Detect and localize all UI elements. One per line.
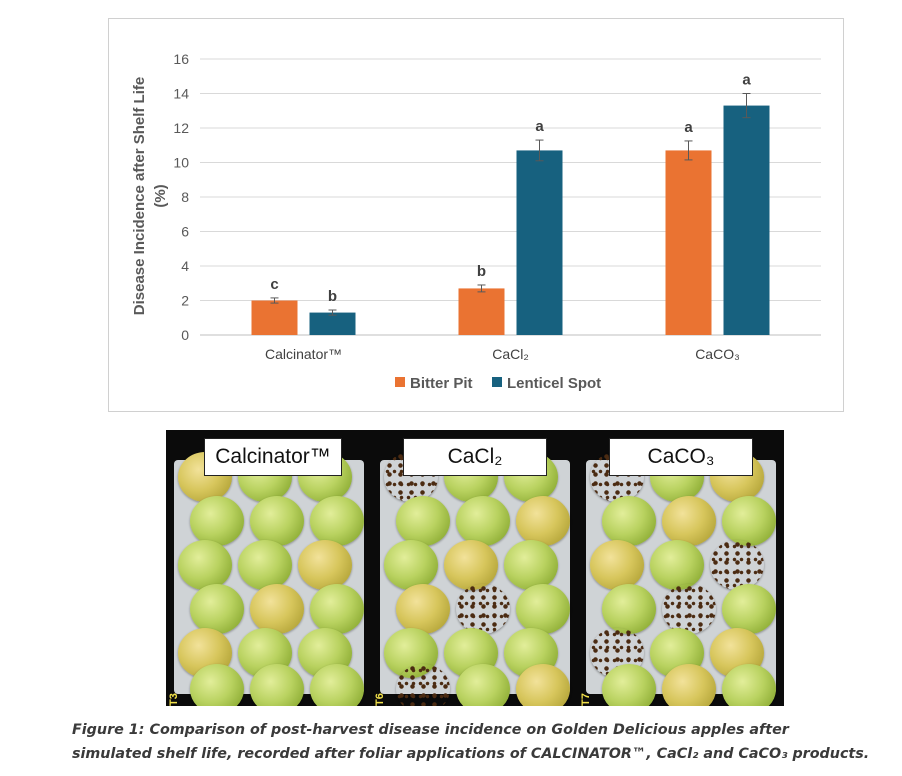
apple (250, 664, 304, 706)
apple (190, 584, 244, 634)
photo-panel-label: Calcinator™ (204, 438, 342, 476)
y-tick-label: 14 (173, 86, 189, 102)
apple (504, 540, 558, 590)
apple (444, 540, 498, 590)
apple (396, 584, 450, 634)
legend-label: Bitter Pit (410, 375, 473, 392)
photo-panel: CaCO₃ T7 (578, 430, 784, 706)
y-tick-label: 10 (173, 155, 189, 171)
apple (178, 540, 232, 590)
apple (238, 540, 292, 590)
apple (662, 496, 716, 546)
bar-bitter-pit (665, 150, 712, 335)
tray-code: T7 (580, 693, 592, 706)
significance-label: a (684, 119, 693, 136)
apple (298, 540, 352, 590)
apple (722, 584, 776, 634)
bar-bitter-pit (251, 300, 298, 335)
photo-panel: CaCl₂ T6 (372, 430, 578, 706)
bar-chart: 0 2 4 6 8 10 12 14 16 Disease Incidence after She… (131, 51, 821, 392)
photo-panel-label: CaCO₃ (609, 438, 753, 476)
chart-frame: 0 2 4 6 8 10 12 14 16 Disease Incidence after She… (108, 18, 844, 412)
apple (310, 584, 364, 634)
apple (590, 540, 644, 590)
bar-lenticel-spot (723, 105, 770, 335)
tray-code: T6 (374, 693, 386, 706)
apple (722, 664, 776, 706)
y-axis-label: Disease Incidence after Shelf Life (131, 77, 148, 315)
y-tick-label: 4 (181, 258, 189, 274)
apple (602, 584, 656, 634)
tray-code: T3 (168, 693, 180, 706)
apple (190, 496, 244, 546)
apple-photo: Calcinator™ T3 CaCl₂ T6 CaCO₃ T7 (166, 430, 784, 706)
apple (516, 496, 570, 546)
y-tick-label: 8 (181, 189, 189, 205)
legend-swatch (395, 377, 405, 387)
apple (650, 540, 704, 590)
apple (516, 664, 570, 706)
apple (516, 584, 570, 634)
apple (396, 496, 450, 546)
figure-caption: Figure 1: Comparison of post-harvest dis… (72, 722, 870, 762)
apple (602, 664, 656, 706)
y-axis-label-unit: (%) (152, 184, 169, 207)
x-tick-label: CaCO₃ (695, 346, 740, 362)
apple (250, 584, 304, 634)
apple (662, 664, 716, 706)
significance-label: a (742, 72, 751, 89)
apple (662, 584, 716, 634)
significance-label: a (535, 118, 544, 135)
apple (310, 664, 364, 706)
bar-bitter-pit (458, 288, 505, 335)
legend-label: Lenticel Spot (507, 375, 601, 392)
significance-label: b (328, 288, 337, 305)
apple (602, 496, 656, 546)
bar-lenticel-spot (516, 150, 563, 335)
apple (310, 496, 364, 546)
apple (722, 496, 776, 546)
apple (456, 496, 510, 546)
y-tick-label: 6 (181, 224, 189, 240)
legend-swatch (492, 377, 502, 387)
bar-lenticel-spot (309, 312, 356, 335)
significance-label: b (477, 263, 486, 280)
apple (456, 584, 510, 634)
y-tick-label: 0 (181, 327, 189, 343)
photo-panel-label: CaCl₂ (403, 438, 547, 476)
apple (190, 664, 244, 706)
apple (250, 496, 304, 546)
y-tick-label: 2 (181, 293, 189, 309)
y-tick-label: 16 (173, 51, 189, 67)
photo-panel: Calcinator™ T3 (166, 430, 372, 706)
significance-label: c (270, 276, 278, 293)
apple (710, 540, 764, 590)
apple (396, 664, 450, 706)
x-tick-label: CaCl₂ (492, 346, 529, 362)
x-tick-label: Calcinator™ (265, 346, 342, 362)
apple (456, 664, 510, 706)
y-tick-label: 12 (173, 120, 189, 136)
apple (384, 540, 438, 590)
